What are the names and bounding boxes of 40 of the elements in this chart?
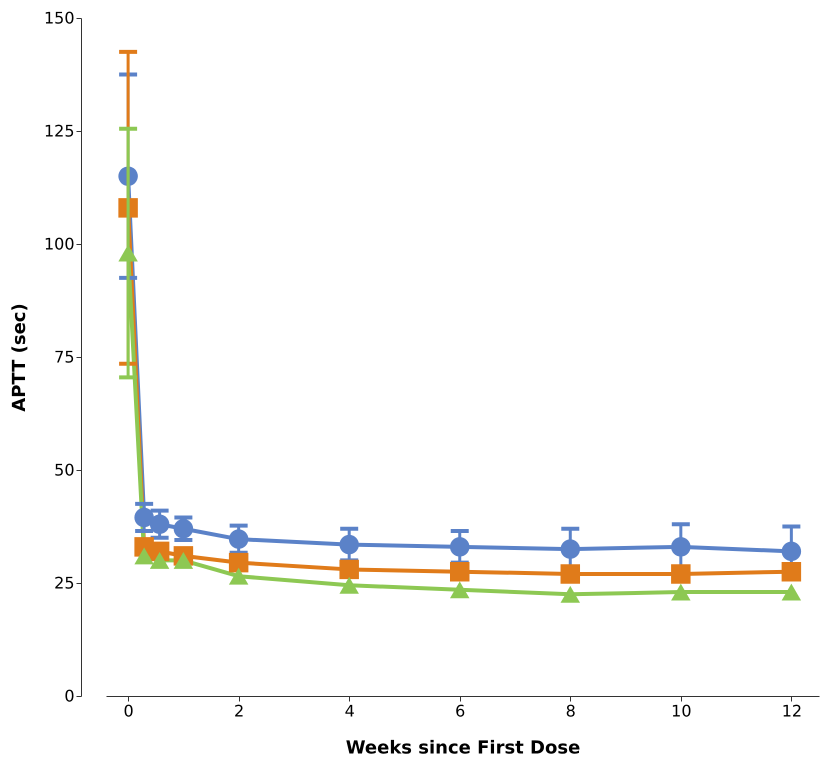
point <box>782 542 802 562</box>
point <box>228 568 248 585</box>
point <box>450 581 470 598</box>
point <box>450 562 470 582</box>
y-axis-title: APTT (sec) <box>8 303 30 412</box>
point <box>339 534 359 554</box>
point <box>339 576 359 594</box>
x-tick-label: 10 <box>671 702 692 720</box>
point <box>228 552 248 572</box>
point <box>671 584 691 600</box>
x-tick-label: 2 <box>234 702 244 720</box>
point <box>560 586 580 603</box>
y-tick-label: 125 <box>44 122 74 140</box>
point <box>671 537 691 557</box>
point <box>174 552 194 569</box>
point <box>150 552 170 569</box>
point <box>150 514 170 534</box>
point <box>560 564 580 584</box>
y-tick-label: 75 <box>54 348 74 366</box>
x-tick-label: 4 <box>344 702 355 720</box>
x-axis-title: Weeks since First Dose <box>346 738 580 758</box>
point <box>339 560 359 580</box>
point <box>134 547 154 564</box>
point <box>228 529 248 549</box>
x-tick-label: 8 <box>566 702 576 720</box>
y-tick-label: 100 <box>44 234 74 254</box>
y-tick-label: 50 <box>54 460 74 480</box>
point <box>782 562 802 582</box>
point <box>560 539 580 559</box>
x-tick-label: 0 <box>124 702 134 720</box>
y-tick-label: 150 <box>44 8 74 28</box>
y-tick-label: 0 <box>64 686 74 706</box>
y-tick-label: 25 <box>54 574 74 592</box>
point <box>134 508 154 528</box>
x-tick-label: 6 <box>455 702 466 720</box>
point <box>450 537 470 557</box>
point <box>782 584 802 600</box>
point <box>671 564 691 584</box>
x-tick-label: 12 <box>782 702 802 720</box>
point <box>174 519 194 538</box>
